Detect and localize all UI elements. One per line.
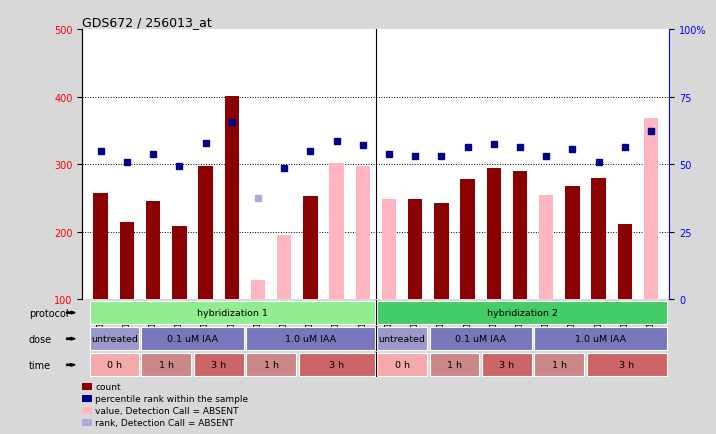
Bar	[94, 193, 108, 299]
Text: 1 h: 1 h	[263, 361, 279, 369]
Bar	[141, 353, 191, 377]
Text: protocol: protocol	[29, 308, 68, 318]
Bar	[198, 166, 213, 299]
Bar	[277, 236, 291, 299]
Bar	[377, 327, 427, 351]
Text: 3 h: 3 h	[329, 361, 344, 369]
Text: hybridization 1: hybridization 1	[197, 309, 268, 317]
Text: 3 h: 3 h	[211, 361, 226, 369]
Text: 1.0 uM IAA: 1.0 uM IAA	[575, 335, 626, 343]
Bar	[539, 195, 553, 299]
Bar	[377, 353, 427, 377]
Text: percentile rank within the sample: percentile rank within the sample	[95, 394, 248, 403]
Bar	[408, 200, 422, 299]
Text: dose: dose	[29, 334, 52, 344]
Bar	[377, 301, 667, 325]
Text: time: time	[29, 360, 51, 370]
Bar	[90, 353, 139, 377]
Bar	[299, 353, 374, 377]
Bar	[513, 171, 527, 299]
Bar	[644, 119, 658, 299]
Bar	[225, 97, 239, 299]
Bar	[460, 180, 475, 299]
Bar	[534, 353, 584, 377]
Bar	[482, 353, 532, 377]
Bar	[303, 197, 318, 299]
Text: count: count	[95, 382, 121, 391]
Bar	[194, 353, 243, 377]
Bar	[141, 327, 243, 351]
Bar	[534, 327, 667, 351]
Bar	[618, 224, 632, 299]
Bar	[587, 353, 667, 377]
Text: untreated: untreated	[379, 335, 425, 343]
Bar	[120, 222, 134, 299]
Bar	[430, 327, 532, 351]
Text: 0.1 uM IAA: 0.1 uM IAA	[167, 335, 218, 343]
Text: 3 h: 3 h	[619, 361, 634, 369]
Text: 3 h: 3 h	[499, 361, 515, 369]
Text: 1 h: 1 h	[447, 361, 462, 369]
Bar	[146, 202, 160, 299]
Bar	[382, 200, 396, 299]
Bar	[430, 353, 480, 377]
Bar	[434, 204, 449, 299]
Text: value, Detection Call = ABSENT: value, Detection Call = ABSENT	[95, 406, 238, 415]
Bar	[246, 327, 374, 351]
Text: rank, Detection Call = ABSENT: rank, Detection Call = ABSENT	[95, 418, 234, 427]
Text: 1 h: 1 h	[552, 361, 567, 369]
Text: 0.1 uM IAA: 0.1 uM IAA	[455, 335, 506, 343]
Text: hybridization 2: hybridization 2	[487, 309, 558, 317]
Text: untreated: untreated	[91, 335, 138, 343]
Text: GDS672 / 256013_at: GDS672 / 256013_at	[82, 16, 212, 29]
Bar	[90, 327, 139, 351]
Text: 0 h: 0 h	[107, 361, 122, 369]
Bar	[356, 166, 370, 299]
Bar	[591, 178, 606, 299]
Text: 1.0 uM IAA: 1.0 uM IAA	[285, 335, 336, 343]
Bar	[487, 168, 501, 299]
Bar	[251, 281, 265, 299]
Bar	[565, 187, 580, 299]
Bar	[329, 164, 344, 299]
Bar	[246, 353, 296, 377]
Text: 0 h: 0 h	[395, 361, 410, 369]
Bar	[90, 301, 374, 325]
Bar	[172, 227, 187, 299]
Text: 1 h: 1 h	[159, 361, 174, 369]
